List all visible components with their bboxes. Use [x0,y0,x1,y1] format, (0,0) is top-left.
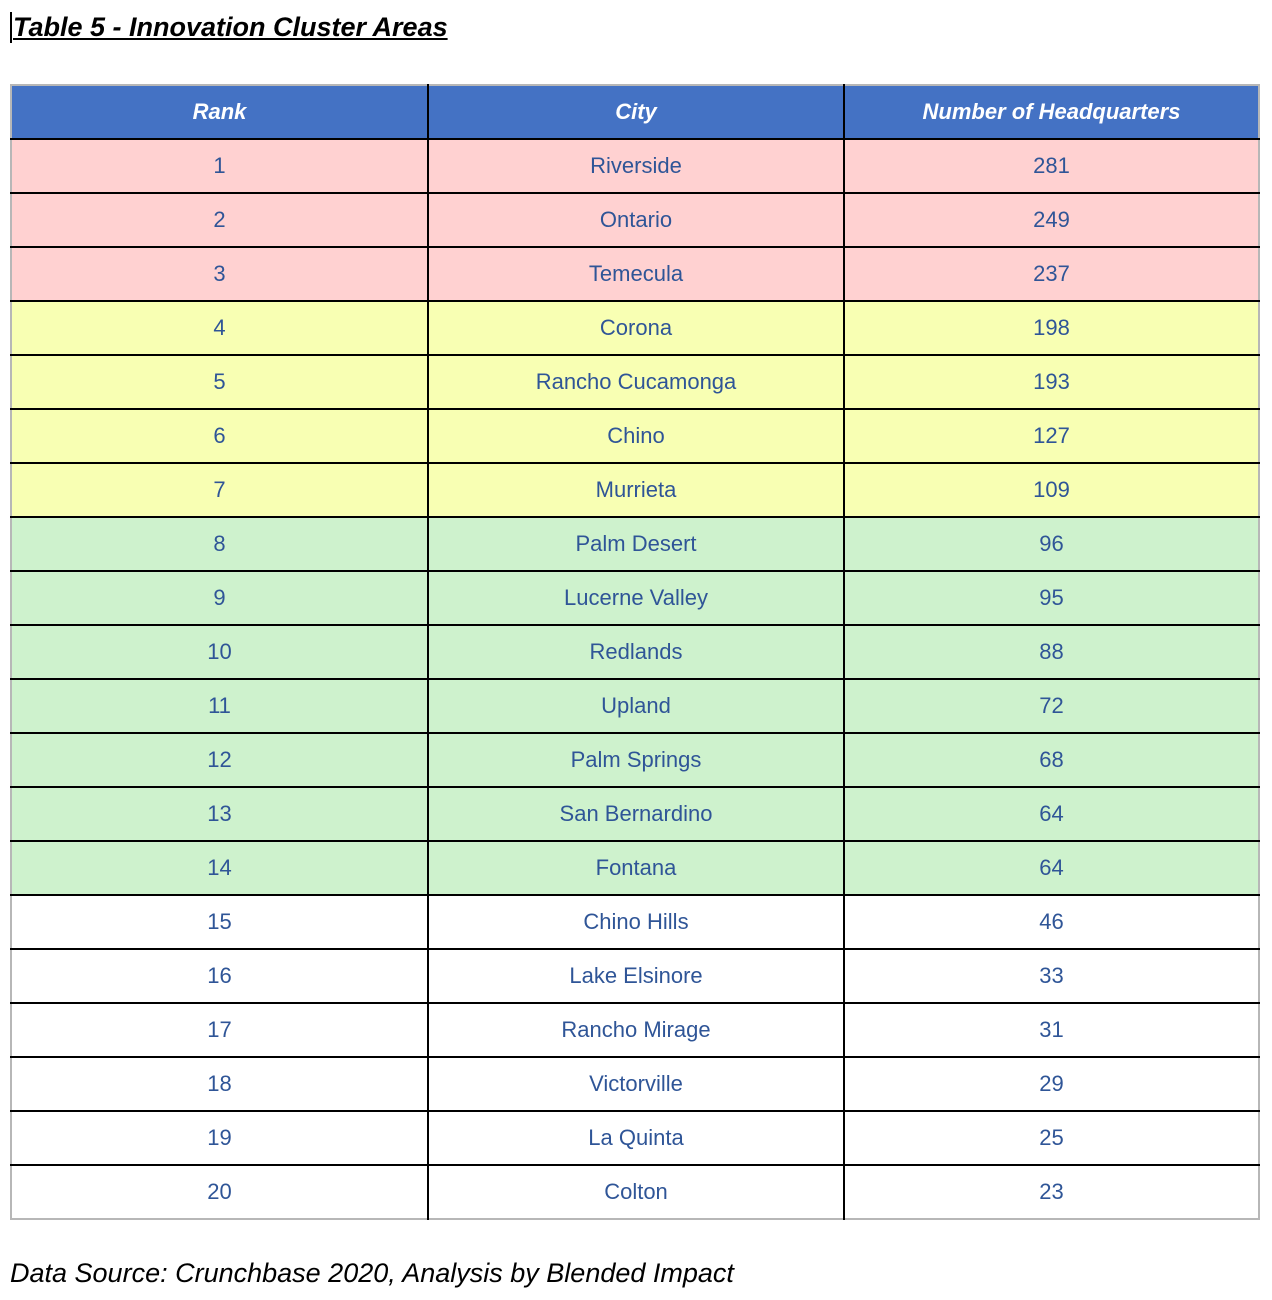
headquarters-cell: 72 [843,678,1259,734]
header-rank: Rank [11,85,429,140]
city-cell: San Bernardino [427,786,845,842]
headquarters-cell: 109 [843,462,1259,518]
rank-cell: 9 [11,570,429,626]
table-row: 3 Temecula 237 [11,246,1259,302]
rank-cell: 14 [11,840,429,896]
city-cell: Redlands [427,624,845,680]
rank-cell: 13 [11,786,429,842]
table-title: Table 5 - Innovation Cluster Areas [10,12,448,43]
headquarters-cell: 249 [843,192,1259,248]
city-cell: La Quinta [427,1110,845,1166]
rank-cell: 2 [11,192,429,248]
rank-cell: 18 [11,1056,429,1112]
city-cell: Corona [427,300,845,356]
table-row: 10 Redlands 88 [11,624,1259,680]
table-row: 7 Murrieta 109 [11,462,1259,518]
rank-cell: 10 [11,624,429,680]
table-row: 16 Lake Elsinore 33 [11,948,1259,1004]
rank-cell: 17 [11,1002,429,1058]
table-row: 18 Victorville 29 [11,1056,1259,1112]
headquarters-cell: 23 [843,1164,1259,1219]
table-row: 9 Lucerne Valley 95 [11,570,1259,626]
headquarters-cell: 88 [843,624,1259,680]
city-cell: Rancho Mirage [427,1002,845,1058]
city-cell: Fontana [427,840,845,896]
table-row: 4 Corona 198 [11,300,1259,356]
rank-cell: 20 [11,1164,429,1219]
rank-cell: 1 [11,138,429,194]
rank-cell: 11 [11,678,429,734]
cluster-table: Rank City Number of Headquarters 1 Rivers… [10,84,1260,1220]
rank-cell: 16 [11,948,429,1004]
rank-cell: 15 [11,894,429,950]
rank-cell: 3 [11,246,429,302]
headquarters-cell: 64 [843,786,1259,842]
table-row: 6 Chino 127 [11,408,1259,464]
city-cell: Palm Springs [427,732,845,788]
city-cell: Lucerne Valley [427,570,845,626]
table-row: 12 Palm Springs 68 [11,732,1259,788]
city-cell: Chino Hills [427,894,845,950]
city-cell: Palm Desert [427,516,845,572]
rank-cell: 4 [11,300,429,356]
header-headquarters: Number of Headquarters [843,85,1259,140]
headquarters-cell: 29 [843,1056,1259,1112]
table-row: 13 San Bernardino 64 [11,786,1259,842]
headquarters-cell: 127 [843,408,1259,464]
table-row: 5 Rancho Cucamonga 193 [11,354,1259,410]
table-row: 19 La Quinta 25 [11,1110,1259,1166]
header-row: Rank City Number of Headquarters [11,85,1259,140]
headquarters-cell: 96 [843,516,1259,572]
city-cell: Colton [427,1164,845,1219]
rank-cell: 6 [11,408,429,464]
city-cell: Lake Elsinore [427,948,845,1004]
table-row: 8 Palm Desert 96 [11,516,1259,572]
rank-cell: 8 [11,516,429,572]
headquarters-cell: 31 [843,1002,1259,1058]
headquarters-cell: 25 [843,1110,1259,1166]
city-cell: Chino [427,408,845,464]
headquarters-cell: 281 [843,138,1259,194]
table-row: 2 Ontario 249 [11,192,1259,248]
data-source-note: Data Source: Crunchbase 2020, Analysis b… [10,1258,734,1288]
city-cell: Murrieta [427,462,845,518]
rank-cell: 7 [11,462,429,518]
rank-cell: 12 [11,732,429,788]
headquarters-cell: 68 [843,732,1259,788]
table-row: 20 Colton 23 [11,1164,1259,1219]
rank-cell: 19 [11,1110,429,1166]
table-row: 11 Upland 72 [11,678,1259,734]
city-cell: Temecula [427,246,845,302]
headquarters-cell: 95 [843,570,1259,626]
table-row: 15 Chino Hills 46 [11,894,1259,950]
rank-cell: 5 [11,354,429,410]
header-city: City [427,85,845,140]
headquarters-cell: 198 [843,300,1259,356]
headquarters-cell: 193 [843,354,1259,410]
headquarters-cell: 33 [843,948,1259,1004]
city-cell: Riverside [427,138,845,194]
city-cell: Upland [427,678,845,734]
table-row: 17 Rancho Mirage 31 [11,1002,1259,1058]
table-row: 14 Fontana 64 [11,840,1259,896]
city-cell: Victorville [427,1056,845,1112]
city-cell: Ontario [427,192,845,248]
city-cell: Rancho Cucamonga [427,354,845,410]
headquarters-cell: 46 [843,894,1259,950]
headquarters-cell: 64 [843,840,1259,896]
table-row: 1 Riverside 281 [11,138,1259,194]
headquarters-cell: 237 [843,246,1259,302]
